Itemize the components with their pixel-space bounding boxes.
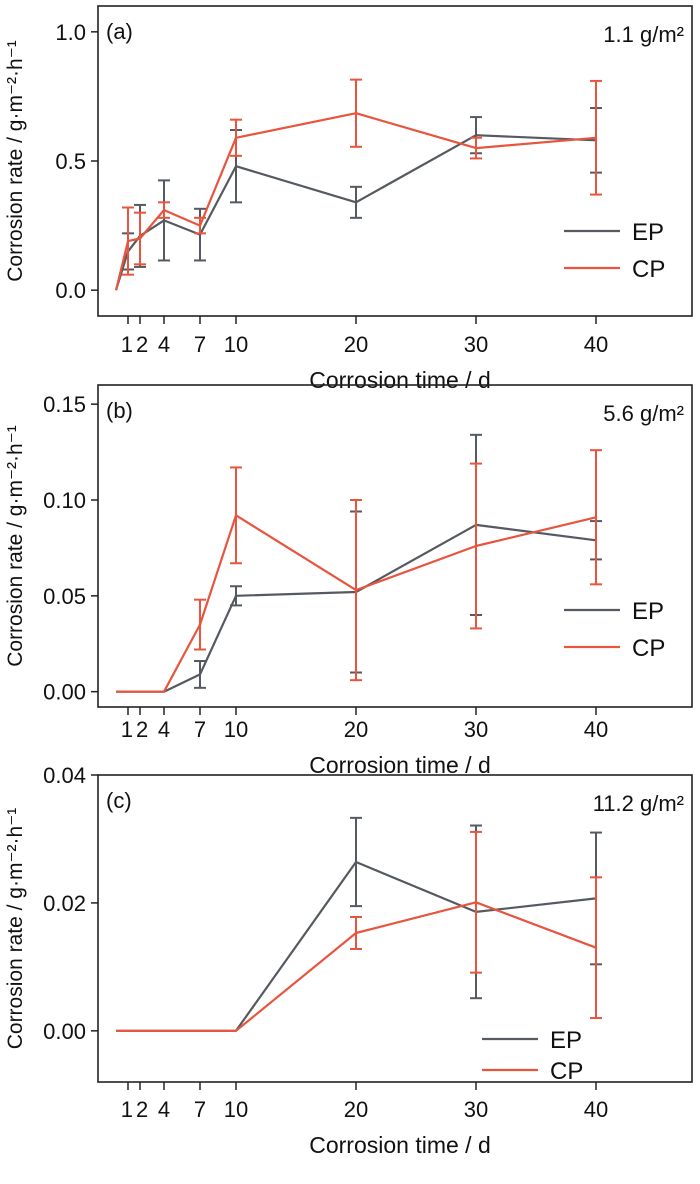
data-point — [162, 219, 166, 222]
y-tick-label: 0.00 — [43, 1019, 86, 1044]
data-point — [474, 901, 478, 904]
plot-frame — [97, 384, 693, 708]
x-tick-label: 10 — [224, 717, 248, 742]
x-tick-label: 1 — [121, 1097, 133, 1122]
x-tick-label: 10 — [224, 1097, 248, 1122]
y-tick-label: 0.10 — [43, 488, 86, 513]
x-tick-label: 4 — [158, 1097, 170, 1122]
series-ep — [114, 107, 602, 291]
legend-label: EP — [632, 598, 664, 625]
data-point — [234, 136, 238, 139]
data-point — [594, 946, 598, 949]
series-cp — [116, 449, 602, 693]
x-tick-label: 20 — [344, 717, 368, 742]
y-tick-label: 0.05 — [43, 584, 86, 609]
data-point — [474, 133, 478, 137]
series-ep — [116, 816, 602, 1032]
data-point — [162, 208, 166, 212]
y-tick-label: 0.00 — [43, 680, 86, 705]
legend-item-cp: CP — [564, 635, 665, 662]
legend-item-cp: CP — [482, 1058, 583, 1085]
concentration-annotation: 1.1 g/m² — [603, 22, 684, 47]
y-tick-label: 0.0 — [55, 278, 86, 303]
x-tick-label: 7 — [194, 717, 206, 742]
data-point — [594, 136, 598, 139]
x-tick-label: 2 — [136, 717, 148, 742]
x-axis-title: Corrosion time / d — [309, 1132, 491, 1158]
data-point — [234, 514, 238, 517]
x-tick-label: 30 — [464, 1097, 488, 1122]
legend-item-ep: EP — [564, 598, 664, 625]
concentration-annotation: 5.6 g/m² — [603, 401, 684, 426]
x-tick-label: 2 — [136, 332, 148, 357]
x-tick-label: 10 — [224, 332, 248, 357]
data-point — [198, 673, 202, 676]
panel-1: 0.0 0.5 1.0 1 2 4 7 10 20 30 40 Corrosion time / d C… — [4, 5, 693, 393]
x-tick-label: 4 — [158, 717, 170, 742]
concentration-annotation: 11.2 g/m² — [593, 791, 684, 816]
x-tick-label: 1 — [121, 717, 133, 742]
x-tick-label: 30 — [464, 717, 488, 742]
y-tick-label: 0.5 — [55, 149, 86, 174]
y-tick-label: 0.15 — [43, 392, 86, 417]
data-point — [234, 164, 238, 168]
data-point — [198, 623, 202, 626]
x-tick-label: 1 — [121, 332, 133, 357]
x-tick-label: 20 — [344, 1097, 368, 1122]
x-tick-label: 30 — [464, 332, 488, 357]
plot-frame — [97, 774, 693, 1083]
y-tick-label: 0.04 — [43, 763, 86, 788]
series-ep — [116, 433, 602, 693]
data-point — [594, 516, 598, 519]
series-cp — [114, 78, 602, 291]
x-tick-label: 7 — [194, 1097, 206, 1122]
data-point — [354, 112, 358, 115]
x-axis-title: Corrosion time / d — [309, 367, 491, 393]
plot-frame — [97, 5, 693, 317]
y-tick-label: 1.0 — [55, 20, 86, 45]
y-axis-title: Corrosion rate / g·m⁻²·h⁻¹ — [4, 40, 27, 282]
panel-3: 0.00 0.02 0.04 1 2 4 7 10 20 30 40 Corrosion time /… — [4, 763, 693, 1158]
x-tick-label: 40 — [584, 1097, 608, 1122]
panel-label: (c) — [106, 788, 132, 813]
x-tick-label: 2 — [136, 1097, 148, 1122]
legend-label: CP — [632, 256, 665, 283]
series-line — [116, 901, 597, 1032]
legend-label: EP — [550, 1027, 582, 1054]
panel-label: (a) — [106, 19, 133, 44]
legend-label: CP — [550, 1058, 583, 1085]
data-point — [234, 594, 238, 598]
panel-2: 0.00 0.05 0.10 0.15 1 2 4 7 10 20 30 40 Corrosion ti… — [4, 384, 693, 778]
x-tick-label: 4 — [158, 332, 170, 357]
series-cp — [116, 830, 602, 1032]
y-axis-title: Corrosion rate / g·m⁻²·h⁻¹ — [4, 425, 27, 667]
data-point — [474, 544, 478, 548]
x-tick-label: 40 — [584, 717, 608, 742]
y-tick-label: 0.02 — [43, 891, 86, 916]
data-point — [198, 224, 202, 227]
x-tick-label: 20 — [344, 332, 368, 357]
panel-label: (b) — [106, 398, 133, 423]
y-axis-title: Corrosion rate / g·m⁻²·h⁻¹ — [4, 808, 27, 1050]
legend-item-ep: EP — [564, 219, 664, 246]
data-point — [354, 588, 358, 592]
data-point — [138, 237, 142, 240]
data-point — [354, 931, 358, 935]
data-point — [354, 201, 358, 204]
data-point — [354, 860, 358, 864]
legend-label: EP — [632, 219, 664, 246]
data-point — [474, 146, 478, 150]
legend-label: CP — [632, 635, 665, 662]
legend-item-ep: EP — [482, 1027, 582, 1054]
legend-item-cp: CP — [564, 256, 665, 283]
x-axis-title: Corrosion time / d — [309, 752, 491, 778]
x-tick-label: 40 — [584, 332, 608, 357]
data-point — [126, 239, 130, 243]
x-tick-label: 7 — [194, 332, 206, 357]
